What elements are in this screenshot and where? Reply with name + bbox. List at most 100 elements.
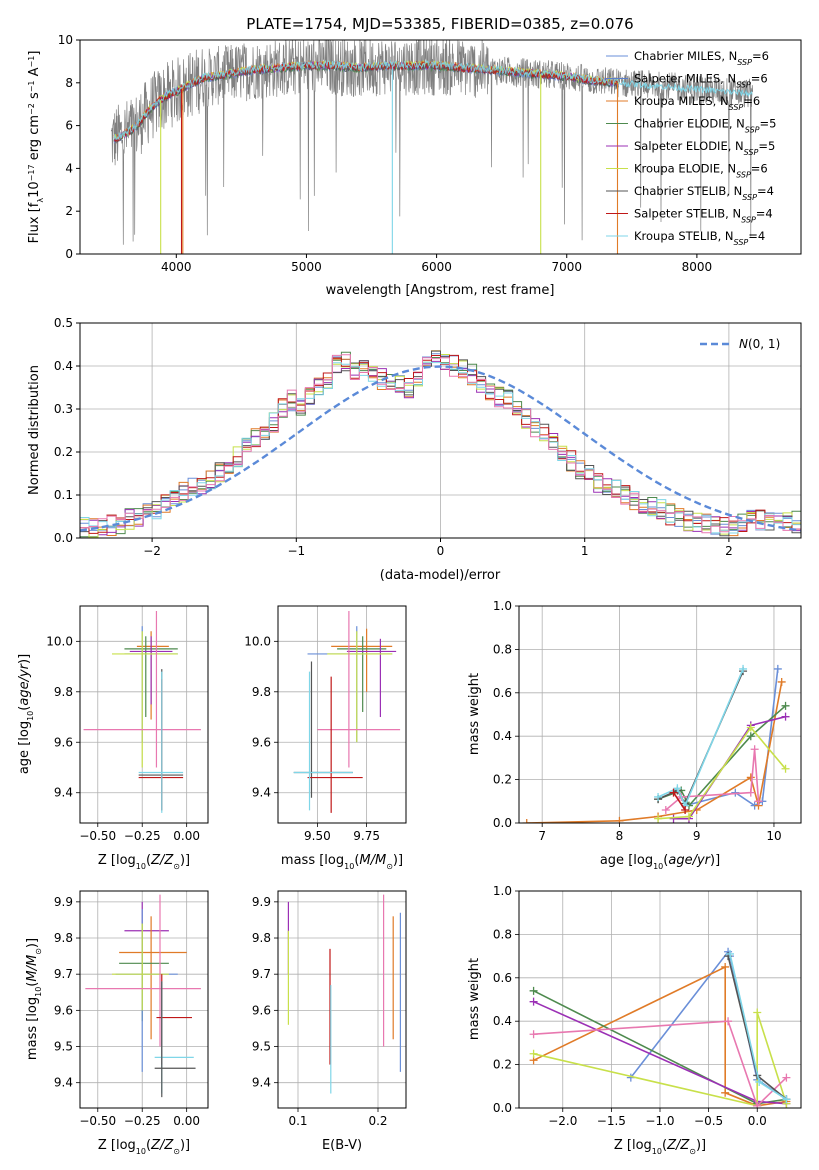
y-tick-label: 0.1 (54, 488, 73, 502)
series-marker (782, 1073, 791, 1082)
y-axis-label-part: ( (25, 982, 40, 987)
legend-label-part: SSP (741, 215, 756, 224)
residuals-panel: −2 −1 0 1 2 0.0 0.1 0.2 0.3 0.4 0.5 N(0, 1) (data-mo… (27, 316, 802, 583)
age-vs-mass-plot-area (293, 611, 401, 813)
x-axis-label: wavelength [Angstrom, rest frame] (326, 283, 555, 298)
series-marker (673, 784, 682, 793)
x-tick-label: −0.50 (79, 1114, 116, 1128)
y-tick-label: 9.7 (252, 967, 271, 981)
x-tick-label: 9 (693, 829, 701, 843)
axes-frame (518, 605, 802, 824)
x-tick-label: 10 (766, 829, 781, 843)
x-axis-label-part: Z/Z (150, 1138, 174, 1153)
mass-vs-ebv-plot-area (287, 894, 401, 1094)
y-axis-label-part: mass [log (25, 997, 40, 1060)
x-tick-label: −0.50 (79, 829, 116, 843)
x-axis-label: mass [log10(M/M⊙)] (281, 853, 403, 871)
legend-label-part: Salpeter MILES, N (634, 72, 736, 86)
y-axis-label-part: ] (27, 51, 42, 56)
legend-label-part: =4 (756, 207, 773, 221)
legend-label-part: =6 (751, 72, 768, 86)
x-axis-label-part: ⊙ (689, 1147, 696, 1156)
model-line-chabrier-stelib (113, 61, 619, 143)
legend-label-normal-part: (0, 1) (748, 337, 780, 351)
x-tick-label: −1.0 (645, 1114, 674, 1128)
y-tick-label: 1.0 (493, 884, 512, 898)
x-tick-label: 2 (725, 544, 733, 558)
series-marker (721, 1088, 730, 1097)
x-tick-label: −1.5 (597, 1114, 626, 1128)
y-axis-label-part: Flux [f (27, 202, 42, 243)
y-tick-label: 0.6 (493, 686, 512, 700)
legend-label: Kroupa STELIB, NSSP=4 (634, 229, 765, 247)
series-line-pink (533, 1020, 787, 1108)
series-line-kroupa-elodie (658, 726, 787, 820)
series-marker (777, 677, 786, 686)
x-axis-label: Z [log10(Z/Z⊙)] (98, 853, 190, 871)
legend-label: Chabrier MILES, NSSP=6 (634, 49, 769, 67)
x-axis-label-part: ( (146, 853, 151, 868)
x-axis-label-part: )] (696, 1138, 706, 1153)
legend-label-part: Chabrier MILES, N (634, 49, 737, 63)
x-tick-label: 0.00 (173, 829, 200, 843)
y-axis-label: age [log10(age/yr)] (17, 654, 35, 774)
x-tick-label: 9.75 (353, 829, 380, 843)
y-tick-label: 9.6 (54, 735, 73, 749)
y-axis-label-part: −17 (27, 164, 36, 181)
x-axis-label-part: ( (663, 853, 668, 868)
y-axis-label-part: M/M (25, 955, 40, 982)
mw-vs-age-plot-area (522, 664, 790, 823)
series-line-kroupa-stelib (657, 668, 744, 808)
x-axis-label-part: M/M (359, 853, 386, 868)
x-axis-label: Z [log10(Z/Z⊙)] (98, 1138, 190, 1156)
legend-label-part: SSP (729, 103, 744, 112)
y-axis-label-part: )] (17, 654, 32, 664)
y-axis-label-part: 10 (27, 181, 42, 198)
mw-vs-z-panel: −2.0 −1.5 −1.0 −0.5 0.0 0.0 0.2 0.4 0.6 0.8 1.0 Z [… (467, 884, 802, 1156)
legend-label: Salpeter MILES, NSSP=6 (634, 72, 768, 90)
y-axis-label-part: erg cm (27, 115, 42, 164)
residuals-plot-area (80, 350, 801, 538)
legend-label-part: =4 (757, 184, 774, 198)
y-axis-label-part: age/yr (17, 662, 32, 705)
x-tick-label: 8 (616, 829, 624, 843)
series-marker (781, 764, 790, 773)
legend-label: Salpeter STELIB, NSSP=4 (634, 207, 773, 225)
x-tick-label: 8000 (682, 260, 713, 274)
x-axis-label: Z [log10(Z/Z⊙)] (614, 1138, 706, 1156)
x-tick-label: −0.25 (124, 1114, 161, 1128)
x-axis-label-part: 10 (136, 1147, 146, 1156)
y-tick-label: 0.3 (54, 402, 73, 416)
series-marker (661, 805, 670, 814)
y-axis-label-part: −1 (27, 56, 36, 68)
y-axis-label: mass [log10(M/M⊙)] (25, 938, 43, 1060)
mass-vs-z-plot-area (85, 894, 201, 1098)
x-tick-label: 4000 (161, 260, 192, 274)
legend-label: Salpeter ELODIE, NSSP=5 (634, 139, 775, 157)
axes-frame (79, 890, 209, 1109)
y-tick-label: 9.4 (252, 1076, 271, 1090)
x-axis-label-part: 10 (344, 862, 354, 871)
series-line-kroupa-elodie (533, 1012, 788, 1107)
x-axis-label-part: ( (354, 853, 359, 868)
x-axis-label-part: 10 (652, 1147, 662, 1156)
series-marker (781, 701, 790, 710)
y-tick-label: 8 (65, 76, 73, 90)
y-tick-label: 0.8 (493, 642, 512, 656)
series-marker (669, 814, 678, 823)
y-axis-label-part: )] (25, 938, 40, 948)
x-axis-label: age [log10(age/yr)] (600, 853, 720, 871)
legend-label-part: =6 (743, 94, 760, 108)
y-tick-label: 0.0 (54, 531, 73, 545)
figure-title: PLATE=1754, MJD=53385, FIBERID=0385, z=0… (246, 15, 633, 33)
y-tick-label: 9.8 (54, 685, 73, 699)
legend-label-normal: N(0, 1) (739, 337, 780, 351)
y-tick-label: 0.4 (493, 729, 512, 743)
y-tick-label: 4 (65, 161, 73, 175)
y-tick-label: 10.0 (244, 634, 271, 648)
x-axis-label-part: ⊙ (386, 862, 393, 871)
legend-label-part: SSP (736, 170, 751, 179)
legend-label-part: SSP (744, 148, 759, 157)
